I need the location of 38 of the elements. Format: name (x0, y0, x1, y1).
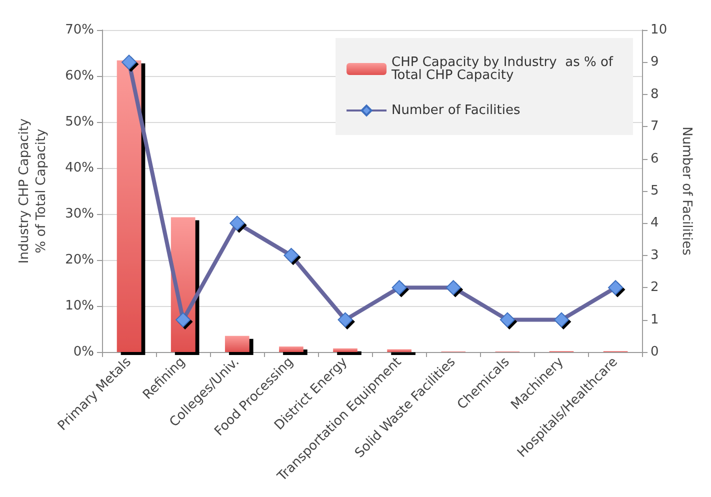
y2-tick-label: 1 (650, 312, 659, 328)
bar (333, 348, 358, 352)
point (500, 312, 515, 328)
legend-label: CHP Capacity by Industry as % of Total CHP Capacity (390, 55, 614, 83)
point (446, 280, 461, 296)
point (554, 312, 569, 328)
point (122, 54, 137, 70)
y-tick-label: 30% (65, 206, 94, 222)
point (608, 280, 624, 296)
y2-tick-label: 10 (650, 22, 668, 38)
y2-tick-label: 7 (650, 119, 659, 134)
bar (116, 60, 142, 352)
y2-tick-label: 5 (650, 184, 659, 198)
point (392, 280, 407, 296)
bar (279, 346, 304, 352)
point (284, 248, 299, 263)
point (230, 216, 245, 231)
y2-tick-label: 0 (650, 344, 659, 360)
y2-tick-label: 6 (650, 151, 659, 166)
bar (224, 336, 250, 352)
y2-axis-title: Number of Facilities (679, 126, 694, 256)
bar (387, 349, 412, 352)
point (176, 312, 191, 328)
y-tick-label: 20% (65, 252, 94, 268)
y-tick-label: 70% (65, 22, 94, 38)
y2-tick-label: 9 (650, 54, 659, 70)
y-tick-label: 50% (65, 114, 94, 130)
y-tick-label: 0% (73, 344, 94, 360)
y-tick-label: 40% (65, 160, 94, 176)
y-axis-title: Industry CHP Capacity % of Total Capacity (17, 118, 49, 264)
y2-tick-label: 8 (650, 86, 659, 102)
y2-tick-label: 4 (650, 216, 659, 231)
point (338, 312, 353, 328)
y2-tick-label: 3 (650, 248, 659, 263)
y-tick-label: 10% (65, 298, 94, 314)
y2-tick-label: 2 (650, 280, 659, 296)
legend-label: Number of Facilities (392, 103, 520, 118)
y-tick-label: 60% (65, 68, 94, 84)
